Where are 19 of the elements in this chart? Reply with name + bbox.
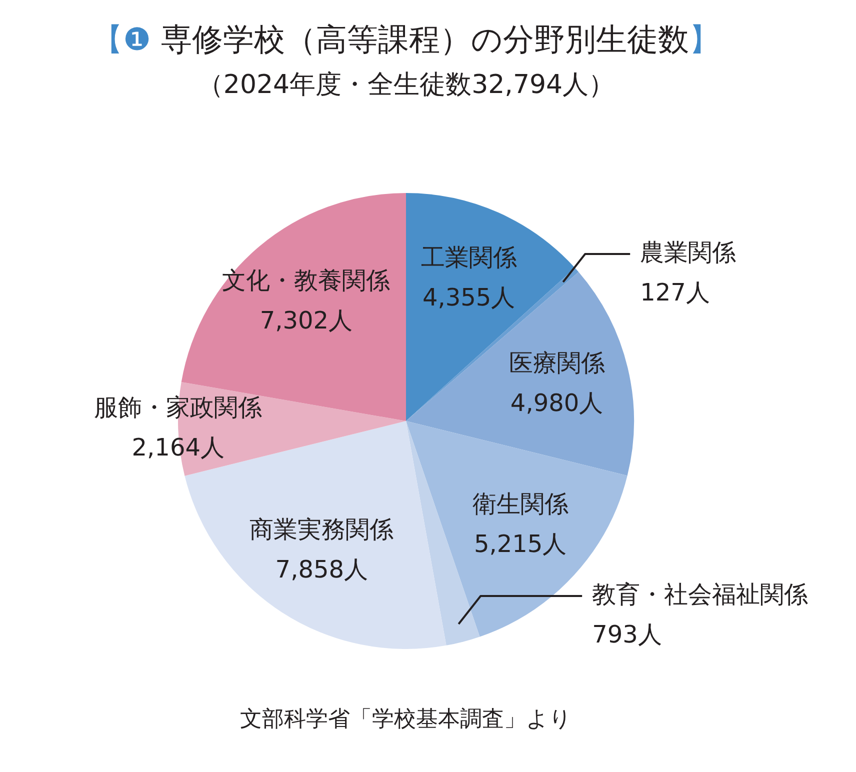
data-label: 2,164人 — [132, 433, 225, 462]
data-label: 5,215人 — [474, 530, 567, 558]
slice-label: 服飾・家政関係 — [94, 393, 262, 422]
slice-label: 衛生関係 — [472, 490, 568, 518]
slice-label: 工業関係 — [420, 243, 517, 272]
text: 文部科学省「学校基本調査」より — [239, 706, 573, 734]
slice-label: 商業実務関係 — [250, 515, 394, 544]
data-label: 4,355人 — [422, 283, 516, 312]
slice-label: 医療関係 — [508, 349, 605, 378]
data-label: 127人 — [640, 278, 710, 306]
slice-label: 農業関係 — [640, 238, 736, 266]
data-label: 7,302人 — [260, 306, 353, 335]
slice-label: 教育・社会福祉関係 — [592, 580, 808, 608]
data-label: 4,980人 — [510, 389, 604, 418]
chart-subtitle: （2024年度・全生徒数32,794人） — [196, 69, 616, 102]
data-label: 7,858人 — [275, 555, 368, 584]
chart-title: 【❶ 専修学校（高等課程）の分野別生徒数】 — [92, 22, 720, 58]
slice-label: 文化・教養関係 — [222, 266, 390, 295]
data-label: 793人 — [592, 620, 662, 648]
